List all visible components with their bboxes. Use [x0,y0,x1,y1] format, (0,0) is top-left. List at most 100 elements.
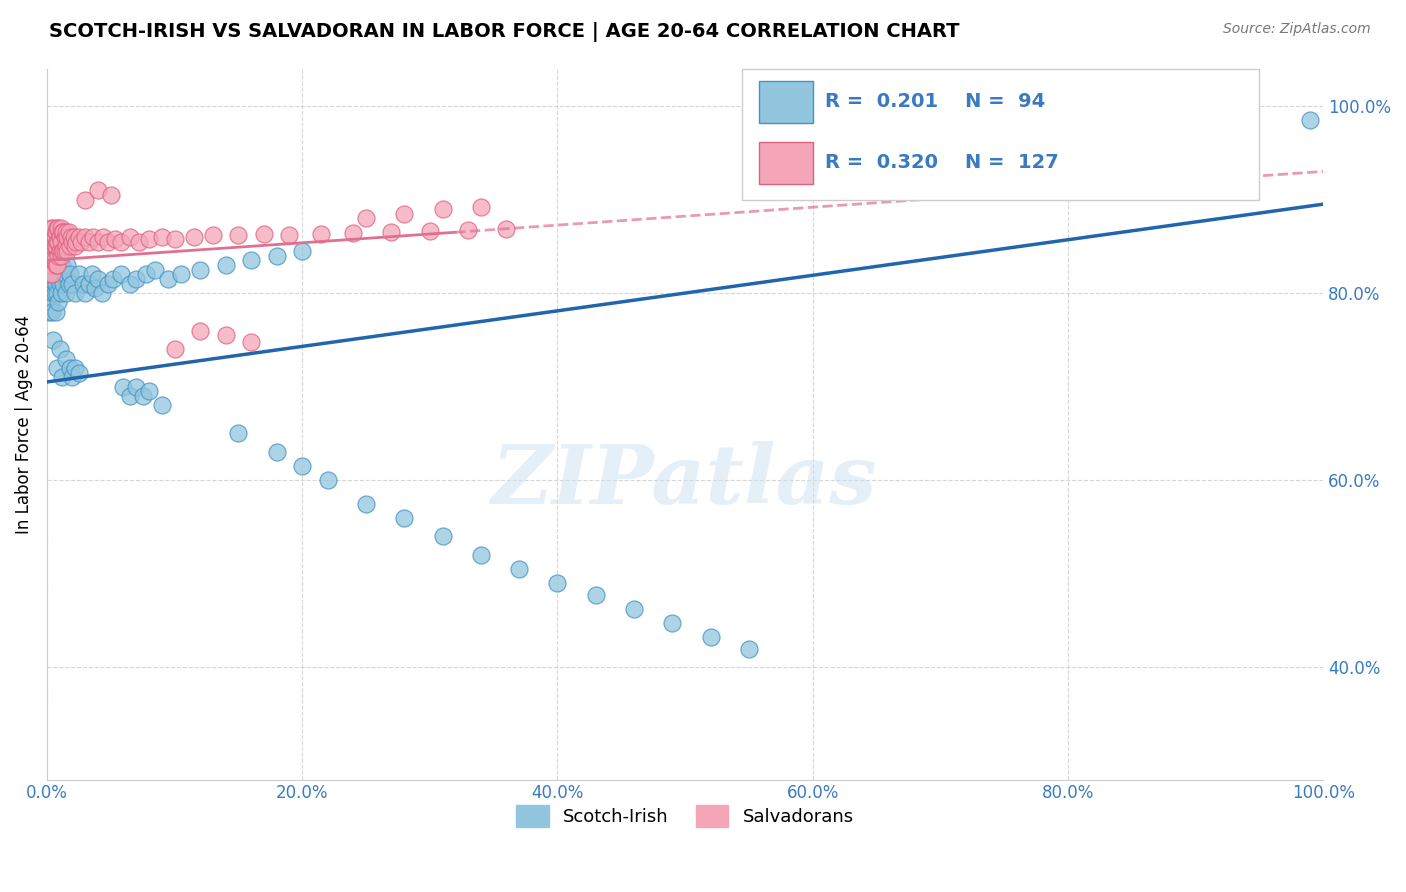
Point [45,258,67,272]
Point [51,370,73,384]
Point [59,268,82,282]
Point [470,200,492,214]
Point [48,249,70,263]
Point [48,277,70,291]
Point [62,277,84,291]
Point [44,253,66,268]
Point [77,277,100,291]
Point [354,211,377,226]
Point [87,235,110,249]
Point [103,232,125,246]
Point [52,244,75,258]
Point [188,324,211,338]
Point [41,268,63,282]
Point [56,230,79,244]
Point [240,253,263,268]
Point [53,244,76,258]
Point [214,258,236,272]
Text: R =  0.320    N =  127: R = 0.320 N = 127 [825,153,1059,172]
Point [39,286,62,301]
Point [77,235,100,249]
Point [112,379,135,393]
Point [44,239,66,253]
Point [90,286,112,301]
Point [70,235,93,249]
Point [37,268,59,282]
Point [661,616,683,631]
Point [150,398,173,412]
Point [128,235,150,249]
Point [62,235,84,249]
Point [100,187,122,202]
Point [42,220,65,235]
Point [75,193,97,207]
Point [41,249,63,263]
Point [63,360,86,375]
Point [80,268,103,282]
Point [145,262,167,277]
Point [51,258,73,272]
FancyBboxPatch shape [759,142,813,184]
Point [42,268,65,282]
Point [49,220,72,235]
Point [38,235,60,249]
Point [103,272,125,286]
Point [59,239,82,253]
Point [53,230,76,244]
Point [62,370,84,384]
Point [44,268,66,282]
Point [38,249,60,263]
Point [546,576,568,591]
Point [228,228,250,243]
Point [45,277,67,291]
Point [48,268,70,282]
Point [38,268,60,282]
Point [291,244,314,258]
Point [118,230,141,244]
Point [67,268,90,282]
Point [432,202,454,216]
Point [39,258,62,272]
Point [51,244,73,258]
Point [97,235,120,249]
Point [48,295,70,310]
Point [62,230,84,244]
Point [45,239,67,253]
Point [82,230,104,244]
Point [39,249,62,263]
Point [508,562,530,576]
Point [291,459,314,474]
Point [58,225,80,239]
Point [125,272,148,286]
Point [49,249,72,263]
Point [52,277,75,291]
Point [170,268,193,282]
Point [49,286,72,301]
Point [39,295,62,310]
Point [87,183,110,197]
Point [75,230,97,244]
Point [46,235,69,249]
Point [1299,113,1322,128]
Point [87,272,110,286]
Point [48,249,70,263]
Point [699,631,721,645]
Point [48,235,70,249]
Point [380,225,402,239]
Point [65,235,87,249]
Point [39,258,62,272]
Point [738,641,761,656]
Point [585,588,607,602]
Point [48,244,70,258]
Point [84,281,107,295]
Text: R =  0.201    N =  94: R = 0.201 N = 94 [825,93,1046,112]
Point [311,227,333,241]
Point [201,228,224,243]
Point [48,342,70,356]
Point [214,328,236,343]
Point [46,258,69,272]
Point [59,360,82,375]
Point [266,445,288,459]
Point [48,230,70,244]
Point [55,351,77,366]
